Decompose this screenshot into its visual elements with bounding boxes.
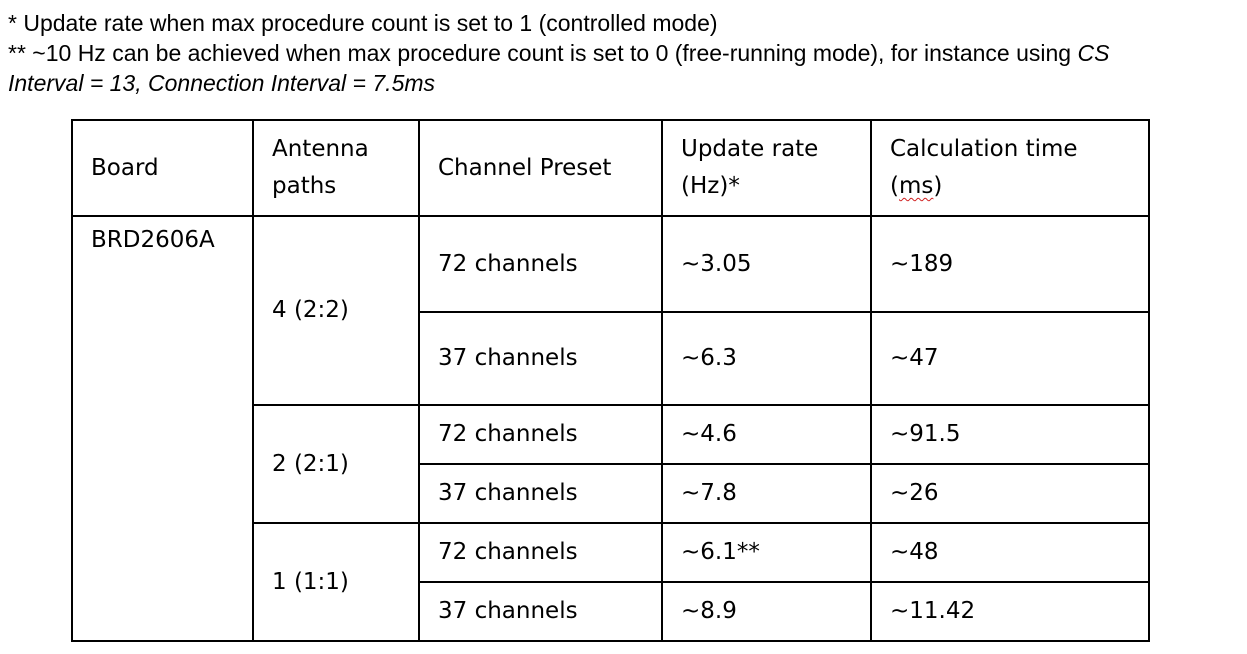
- channel-preset-cell: 72 channels: [418, 215, 663, 313]
- header-calculation-time: Calculation time (ms): [870, 119, 1150, 217]
- table-row: 1 (1:1) 72 channels ~6.1** ~48: [72, 522, 1150, 642]
- footnotes: * Update rate when max procedure count i…: [8, 8, 1244, 98]
- update-rate-cell: ~8.9: [661, 581, 872, 642]
- calculation-time-cell: ~11.42: [870, 581, 1150, 642]
- table-row: 37 channels ~6.3 ~47: [72, 311, 1150, 406]
- update-rate-cell: ~6.1**: [661, 522, 872, 583]
- header-calc-line1: Calculation time: [890, 136, 1078, 162]
- table-row: 37 channels ~8.9 ~11.42: [72, 581, 1150, 642]
- header-antenna-paths: Antenna paths: [252, 119, 420, 217]
- performance-table: Board Antenna paths Channel Preset Update…: [71, 119, 1150, 642]
- calculation-time-cell: ~26: [870, 463, 1150, 524]
- header-antenna-line2: paths: [272, 173, 337, 199]
- antenna-paths-cell: 1 (1:1): [252, 522, 420, 642]
- calculation-time-cell: ~189: [870, 215, 1150, 313]
- footnote-free-running-text: ** ~10 Hz can be achieved when max proce…: [8, 40, 1078, 66]
- update-rate-cell: ~6.3: [661, 311, 872, 406]
- channel-preset-cell: 37 channels: [418, 463, 663, 524]
- channel-preset-cell: 72 channels: [418, 522, 663, 583]
- table-row: BRD2606A 4 (2:2) 72 channels ~3.05 ~189: [71, 215, 1150, 642]
- header-update-rate: Update rate (Hz)*: [661, 119, 872, 217]
- header-update-rate-line2: (Hz)*: [681, 173, 740, 199]
- calculation-time-cell: ~48: [870, 522, 1150, 583]
- update-rate-cell: ~7.8: [661, 463, 872, 524]
- header-channel-preset: Channel Preset: [418, 119, 663, 217]
- calculation-time-cell: ~47: [870, 311, 1150, 406]
- footnote-cs-label: CS: [1077, 40, 1110, 66]
- header-update-rate-line1: Update rate: [681, 136, 819, 162]
- antenna-paths-cell: 4 (2:2): [252, 215, 420, 406]
- channel-preset-cell: 37 channels: [418, 581, 663, 642]
- header-board: Board: [71, 119, 254, 217]
- update-rate-cell: ~4.6: [661, 404, 872, 465]
- footnote-free-running: ** ~10 Hz can be achieved when max proce…: [8, 38, 1244, 68]
- footnote-update-rate: * Update rate when max procedure count i…: [8, 10, 718, 36]
- header-antenna-line1: Antenna: [272, 136, 369, 162]
- header-calc-unit: ms: [898, 173, 934, 199]
- channel-preset-cell: 72 channels: [418, 404, 663, 465]
- table-header-row: Board Antenna paths Channel Preset Update…: [71, 119, 1150, 217]
- header-calc-open: (: [890, 173, 899, 199]
- table-row: 2 (2:1) 72 channels ~4.6 ~91.5: [72, 404, 1150, 524]
- board-cell: BRD2606A: [71, 215, 254, 642]
- footnote-interval-text: Interval = 13, Connection Interval = 7.5…: [8, 70, 436, 96]
- table-row: 37 channels ~7.8 ~26: [72, 463, 1150, 524]
- update-rate-cell: ~3.05: [661, 215, 872, 313]
- footnote-interval: Interval = 13, Connection Interval = 7.5…: [8, 68, 1244, 98]
- calculation-time-cell: ~91.5: [870, 404, 1150, 465]
- antenna-paths-cell: 2 (2:1): [252, 404, 420, 524]
- channel-preset-cell: 37 channels: [418, 311, 663, 406]
- header-calc-close: ): [933, 173, 943, 199]
